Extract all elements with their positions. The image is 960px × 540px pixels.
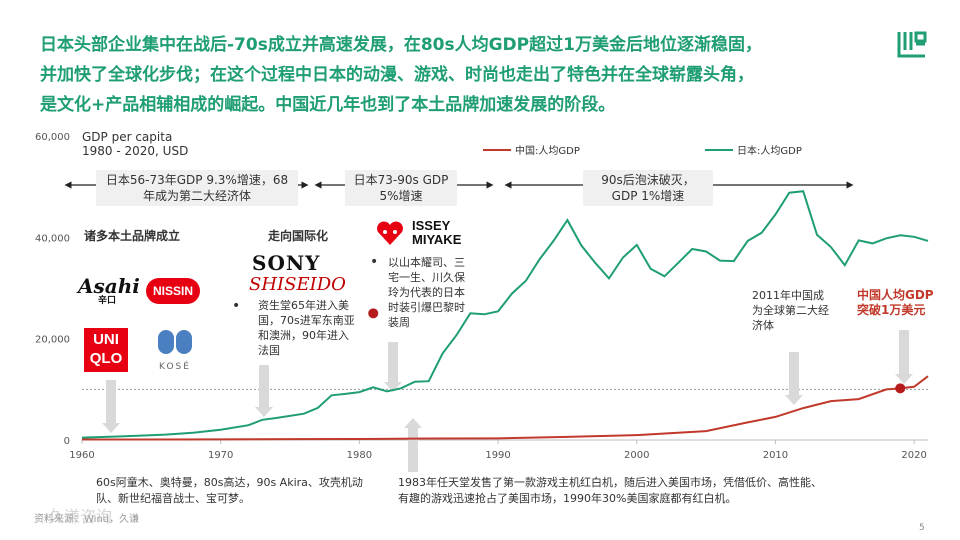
x-tick-label: 1990: [485, 450, 510, 461]
period-box-1: 日本56-73年GDP 9.3%增速，68年成为第二大经济体: [96, 170, 298, 206]
kose-logo: KOSÉ: [152, 328, 202, 376]
y-tick-label: 60,000: [35, 132, 70, 143]
footer-games-note: 1983年任天堂发售了第一款游戏主机红白机，随后进入美国市场，凭借低价、高性能、…: [398, 476, 822, 505]
y-tick-label: 20,000: [35, 335, 70, 346]
kose-logo-text: KOSÉ: [159, 362, 191, 372]
pointer-arrow: [255, 365, 273, 417]
pointer-arrow: [404, 418, 422, 472]
brand-logo-icon: [897, 31, 927, 58]
x-tick-label: 2000: [624, 450, 649, 461]
asahi-logo-sub: 辛口: [97, 296, 116, 306]
shiseido-bullet: •: [232, 298, 241, 314]
series-line-china: [82, 375, 929, 441]
uniqlo-logo: UNI QLO: [84, 328, 128, 372]
pointer-arrow: [895, 330, 913, 384]
headline-line-2: 并加快了全球化步伐；在这个过程中日本的动漫、游戏、时尚也走出了特色并在全球崭露头…: [40, 65, 754, 85]
fashion-bullet: •: [370, 254, 379, 270]
china-2011-note: 2011年中国成为全球第二大经济体: [752, 289, 829, 332]
period-box-2: 日本73-90s GDP 5%增速: [345, 170, 457, 206]
pointer-arrow: [785, 352, 803, 405]
intl-title: 走向国际化: [268, 229, 329, 243]
page-number: 5: [919, 523, 925, 533]
series-line-japan: [81, 190, 929, 439]
sony-logo: SONY: [252, 251, 321, 275]
pointer-arrow: [384, 342, 402, 392]
x-tick-label: 1960: [69, 450, 94, 461]
x-tick-label: 2010: [763, 450, 788, 461]
x-tick-label: 1980: [347, 450, 372, 461]
chart-title: GDP per capita: [82, 130, 173, 144]
nissin-logo: NISSIN: [146, 278, 200, 304]
footer-anime-note: 60s阿童木、奥特曼，80s高达，90s Akira、攻壳机动队、新世纪福音战士…: [96, 476, 363, 505]
watermark: 久谦咨询: [48, 507, 113, 526]
issey-logo-line-2: MIYAKE: [412, 232, 462, 247]
legend-item-china-label: 中国:人均GDP: [515, 144, 580, 157]
kose-mark-icon: [158, 330, 192, 354]
shiseido-note: 资生堂65年进入美国，70s进军东南亚和澳洲，90年进入法国: [258, 299, 355, 357]
headline-line-3: 是文化+产品相辅相成的崛起。中国近几年也到了本土品牌加速发展的阶段。: [40, 95, 616, 115]
headline: 日本头部企业集中在战后-70s成立并高速发展，在80s人均GDP超过1万美金后地…: [40, 30, 860, 120]
x-tick-label: 2020: [901, 450, 926, 461]
pointer-arrow: [102, 380, 120, 433]
shiseido-logo: SHISEIDO: [249, 274, 346, 295]
uniqlo-logo-top: UNI: [93, 331, 119, 348]
y-tick-label: 40,000: [35, 233, 70, 244]
legend-item-japan-label: 日本:人均GDP: [737, 144, 802, 157]
brands-title: 诸多本土品牌成立: [84, 229, 181, 243]
headline-line-1: 日本头部企业集中在战后-70s成立并高速发展，在80s人均GDP超过1万美金后地…: [40, 35, 762, 55]
fashion-note: 以山本耀司、三宅一生、川久保玲为代表的日本时装引爆巴黎时装周: [388, 256, 465, 329]
x-tick-label: 1970: [208, 450, 233, 461]
chart-subtitle: 1980 - 2020, USD: [82, 144, 189, 158]
issey-logo-line-1: ISSEY: [412, 218, 451, 233]
issey-miyake-logo: ISSEY MIYAKE: [412, 219, 461, 247]
source-note: 资料来源：Wind，久谦: [34, 514, 140, 525]
asahi-logo-text: Asahi: [78, 274, 140, 298]
china-10k-marker: [895, 383, 906, 394]
y-tick-label: 0: [64, 436, 70, 447]
asahi-logo: Asahi 辛口: [78, 274, 140, 306]
cdg-heart-icon: [377, 221, 403, 245]
china-10k-note: 中国人均GDP突破1万美元: [857, 288, 934, 317]
japan-10k-marker: [368, 308, 379, 319]
uniqlo-logo-bottom: QLO: [89, 350, 123, 367]
period-box-3: 90s后泡沫破灭，GDP 1%增速: [583, 170, 713, 206]
